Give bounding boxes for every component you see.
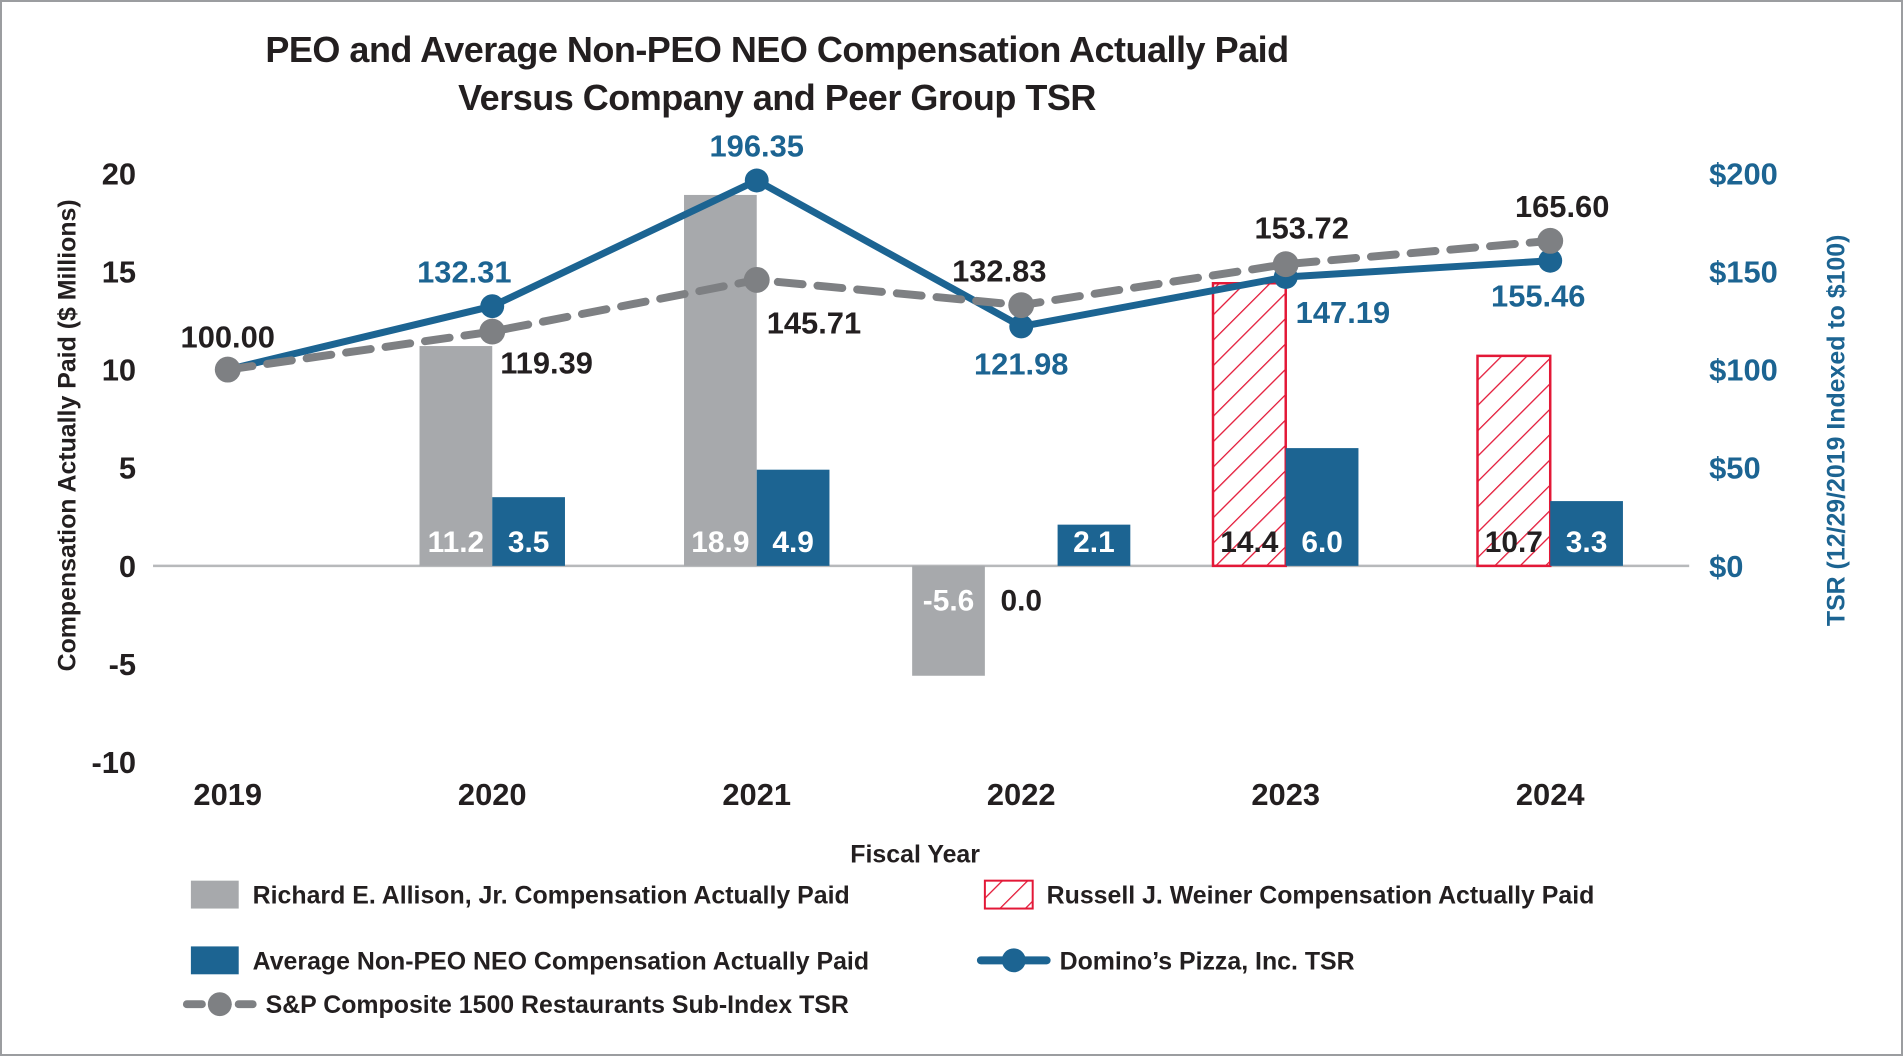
tsr-point-sp1500-restaurants-tsr-2022: [1008, 292, 1035, 319]
tsr-point-dominos-tsr-2021: [744, 168, 769, 193]
legend-label-4: Domino’s Pizza, Inc. TSR: [1060, 947, 1355, 975]
legend-swatch-gray-dot: [207, 992, 232, 1017]
tsr-point-label-sp1500-restaurants-tsr-2021: 145.71: [767, 306, 861, 341]
bar-value-label-weiner-2023: 14.4: [1220, 526, 1279, 559]
legend-label-2: Russell J. Weiner Compensation Actually …: [1047, 882, 1595, 910]
legend-swatch-blue-dot: [1001, 948, 1026, 973]
legend-item-5: S&P Composite 1500 Restaurants Sub-Index…: [182, 991, 849, 1019]
chart-title: PEO and Average Non-PEO NEO Compensation…: [52, 26, 1502, 122]
tsr-point-label-sp1500-restaurants-tsr-2023: 153.72: [1254, 210, 1348, 245]
left-axis-tick-15: 15: [102, 254, 136, 289]
bar-neo-average-2020: [492, 497, 565, 566]
bar-value-label-allison-2021: 18.9: [691, 526, 749, 559]
x-axis-label-2021: 2021: [722, 777, 791, 812]
chart-title-line2: Versus Company and Peer Group TSR: [458, 77, 1096, 118]
right-axis-title: TSR (12/29/2019 Indexed to $100): [1823, 235, 1851, 627]
tsr-point-dominos-tsr-2020: [480, 294, 505, 319]
legend-swatch-gray-bar: [190, 880, 239, 909]
tsr-point-label-dominos-tsr-2020: 132.31: [417, 254, 511, 289]
tsr-point-label-dominos-tsr-2023: 147.19: [1296, 295, 1390, 330]
bar-neo-average-2022: [1057, 524, 1131, 566]
tsr-polyline-dominos-tsr: [224, 177, 1554, 374]
tsr-line-sp1500-restaurants-tsr: 100.00 119.39 145.71 132.83 153.72 165.60: [181, 189, 1609, 383]
x-axis-label-2023: 2023: [1251, 777, 1320, 812]
chart-title-line1: PEO and Average Non-PEO NEO Compensation…: [265, 29, 1289, 70]
left-axis-title: Compensation Actually Paid ($ Millions): [53, 199, 81, 671]
tsr-point-sp1500-restaurants-tsr-2021: [743, 266, 770, 293]
tsr-point-sp1500-restaurants-tsr-2023: [1272, 251, 1299, 278]
right-axis-tick-$100: $100: [1709, 353, 1778, 388]
x-axis-label-2024: 2024: [1516, 777, 1585, 812]
right-axis-tick-$200: $200: [1709, 156, 1778, 191]
tsr-point-sp1500-restaurants-tsr-2019: [214, 356, 241, 383]
x-axis-label-2020: 2020: [458, 777, 527, 812]
tsr-point-label-dominos-tsr-2022: 121.98: [974, 346, 1068, 381]
legend-swatch-red-hatched-bar: [983, 879, 1034, 910]
left-axis-tick-20: 20: [102, 156, 136, 191]
bar-value-label-neo-average-2020: 3.5: [508, 526, 550, 559]
bar-value-label-weiner-2024: 10.7: [1485, 526, 1543, 559]
tsr-point-sp1500-restaurants-tsr-2024: [1537, 227, 1564, 254]
legend-label-5: S&P Composite 1500 Restaurants Sub-Index…: [266, 991, 849, 1019]
left-axis-tick-5: 5: [119, 451, 136, 486]
tsr-polyline-sp1500-restaurants-tsr: [223, 236, 1555, 374]
bar-allison-2022: [912, 565, 985, 676]
tsr-point-label-dominos-tsr-2021: 196.35: [710, 129, 804, 164]
tsr-point-dominos-tsr-2022: [1009, 314, 1034, 339]
bar-groups: 11.2 3.5 18.9 4.9 -5.6 0.0 2.1 14.4 6.0 10.7 3.3: [419, 194, 1623, 676]
legend-item-2: Russell J. Weiner Compensation Actually …: [983, 879, 1595, 910]
bar-value-label-neo-average-2023: 6.0: [1301, 526, 1343, 559]
legend-label-3: Average Non-PEO NEO Compensation Actuall…: [253, 947, 869, 975]
bar-neo-average-2021: [756, 469, 830, 566]
bar-allison-2020: [419, 346, 493, 566]
tsr-point-dominos-tsr-2024: [1538, 248, 1563, 273]
bar-neo-average-2023: [1285, 448, 1359, 566]
legend-swatch-blue-bar: [190, 946, 239, 975]
left-axis-tick--5: -5: [109, 647, 136, 682]
bar-value-label-weiner-2022: 0.0: [1000, 585, 1042, 618]
right-axis-tick-$50: $50: [1709, 451, 1761, 486]
legend-item-1: Richard E. Allison, Jr. Compensation Act…: [190, 880, 850, 910]
bar-value-label-neo-average-2022: 2.1: [1073, 526, 1115, 559]
bar-value-label-allison-2022: -5.6: [923, 585, 974, 618]
tsr-point-label-sp1500-restaurants-tsr-2019: 100.00: [181, 320, 275, 355]
x-axis-title: Fiscal Year: [850, 841, 980, 869]
bar-weiner-2024: [1476, 354, 1552, 568]
bar-allison-2021: [684, 194, 757, 566]
bar-value-label-neo-average-2021: 4.9: [772, 526, 814, 559]
bar-neo-average-2024: [1550, 501, 1623, 566]
x-axis-label-2022: 2022: [987, 777, 1056, 812]
bar-value-label-allison-2020: 11.2: [428, 526, 485, 559]
tsr-point-label-sp1500-restaurants-tsr-2020: 119.39: [500, 345, 593, 380]
tsr-point-sp1500-restaurants-tsr-2020: [479, 318, 506, 345]
bar-value-label-neo-average-2024: 3.3: [1566, 526, 1608, 559]
legend-item-4: Domino’s Pizza, Inc. TSR: [976, 947, 1355, 975]
tsr-point-label-dominos-tsr-2024: 155.46: [1491, 279, 1585, 314]
legend-label-1: Richard E. Allison, Jr. Compensation Act…: [253, 882, 850, 910]
right-axis-tick-$0: $0: [1709, 549, 1743, 584]
x-axis-label-2019: 2019: [193, 777, 262, 812]
left-axis-tick-10: 10: [102, 353, 136, 388]
left-axis-tick--10: -10: [91, 745, 136, 780]
tsr-point-label-sp1500-restaurants-tsr-2022: 132.83: [952, 253, 1046, 288]
legend-item-3: Average Non-PEO NEO Compensation Actuall…: [190, 946, 869, 975]
right-axis-tick-$150: $150: [1709, 254, 1778, 289]
left-axis-tick-0: 0: [119, 549, 136, 584]
bar-weiner-2023: [1211, 282, 1287, 568]
tsr-point-label-sp1500-restaurants-tsr-2024: 165.60: [1515, 189, 1609, 224]
